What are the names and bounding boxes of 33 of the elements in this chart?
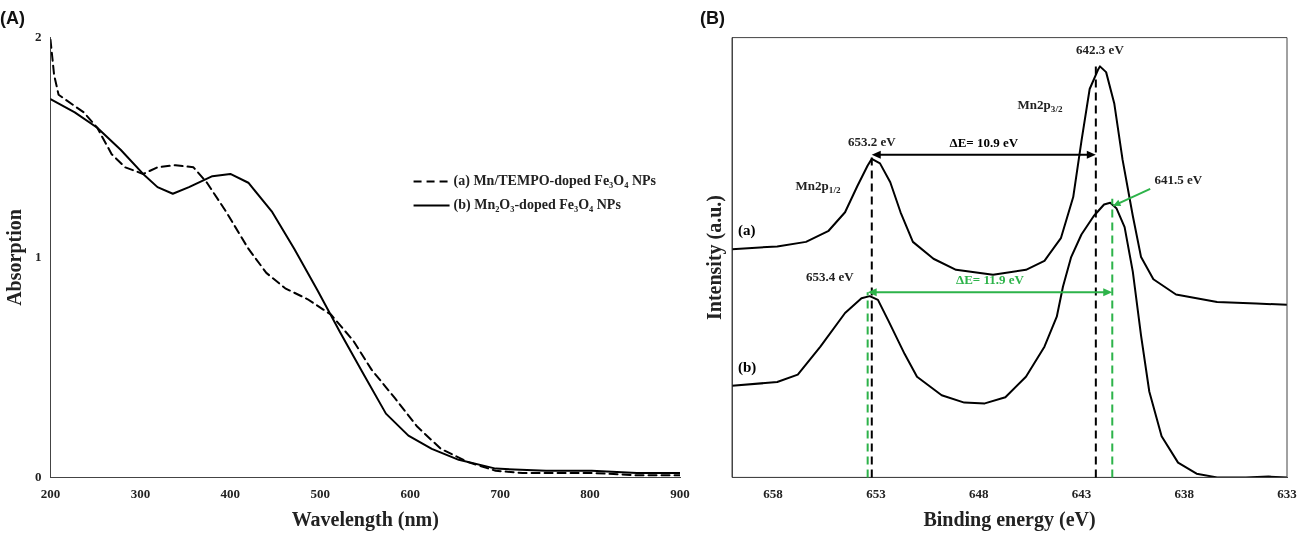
x-tick-label: 600	[400, 485, 420, 501]
x-tick-label: 648	[968, 485, 989, 501]
chart-title: (B)	[700, 7, 725, 28]
legend-label: (b) Mn₂O₃-doped Fe₃O₄ NPs	[453, 197, 622, 214]
x-tick-label: 200	[40, 485, 61, 501]
legend-label: (a) Mn/TEMPO-doped Fe₃O₄ NPs	[453, 173, 657, 190]
x-axis-title: Wavelength (nm)	[291, 508, 439, 532]
y-axis-title: Intensity (a.u.)	[703, 194, 727, 321]
y-axis-title: Absorption	[3, 209, 27, 306]
x-tick-label: 800	[580, 485, 600, 501]
x-tick-label: 633	[1277, 485, 1298, 501]
annotation: ΔE= 11.9 eV	[956, 272, 1025, 288]
x-tick-label: 400	[220, 485, 241, 501]
annotation: 641.5 eV	[1154, 172, 1203, 188]
x-tick-label: 500	[310, 485, 331, 501]
series-label: (b)	[738, 358, 757, 376]
x-tick-label: 300	[130, 485, 151, 501]
chart-title: (A)	[0, 7, 25, 28]
x-tick-label: 643	[1071, 485, 1092, 501]
series-label: (a)	[738, 222, 756, 240]
x-tick-label: 653	[866, 485, 887, 501]
x-tick-label: 900	[670, 485, 690, 501]
x-axis-title: Binding energy (eV)	[923, 508, 1096, 532]
y-tick-label: 0	[35, 468, 42, 484]
y-tick-label: 2	[35, 28, 42, 44]
y-tick-label: 1	[35, 248, 42, 264]
annotation: 653.2 eV	[847, 134, 897, 150]
annotation: 642.3 eV	[1076, 41, 1125, 57]
x-tick-label: 638	[1174, 485, 1195, 501]
x-tick-label: 700	[490, 485, 510, 501]
x-tick-label: 658	[763, 485, 784, 501]
annotation: 653.4 eV	[805, 269, 855, 285]
annotation: ΔE= 10.9 eV	[949, 135, 1019, 151]
